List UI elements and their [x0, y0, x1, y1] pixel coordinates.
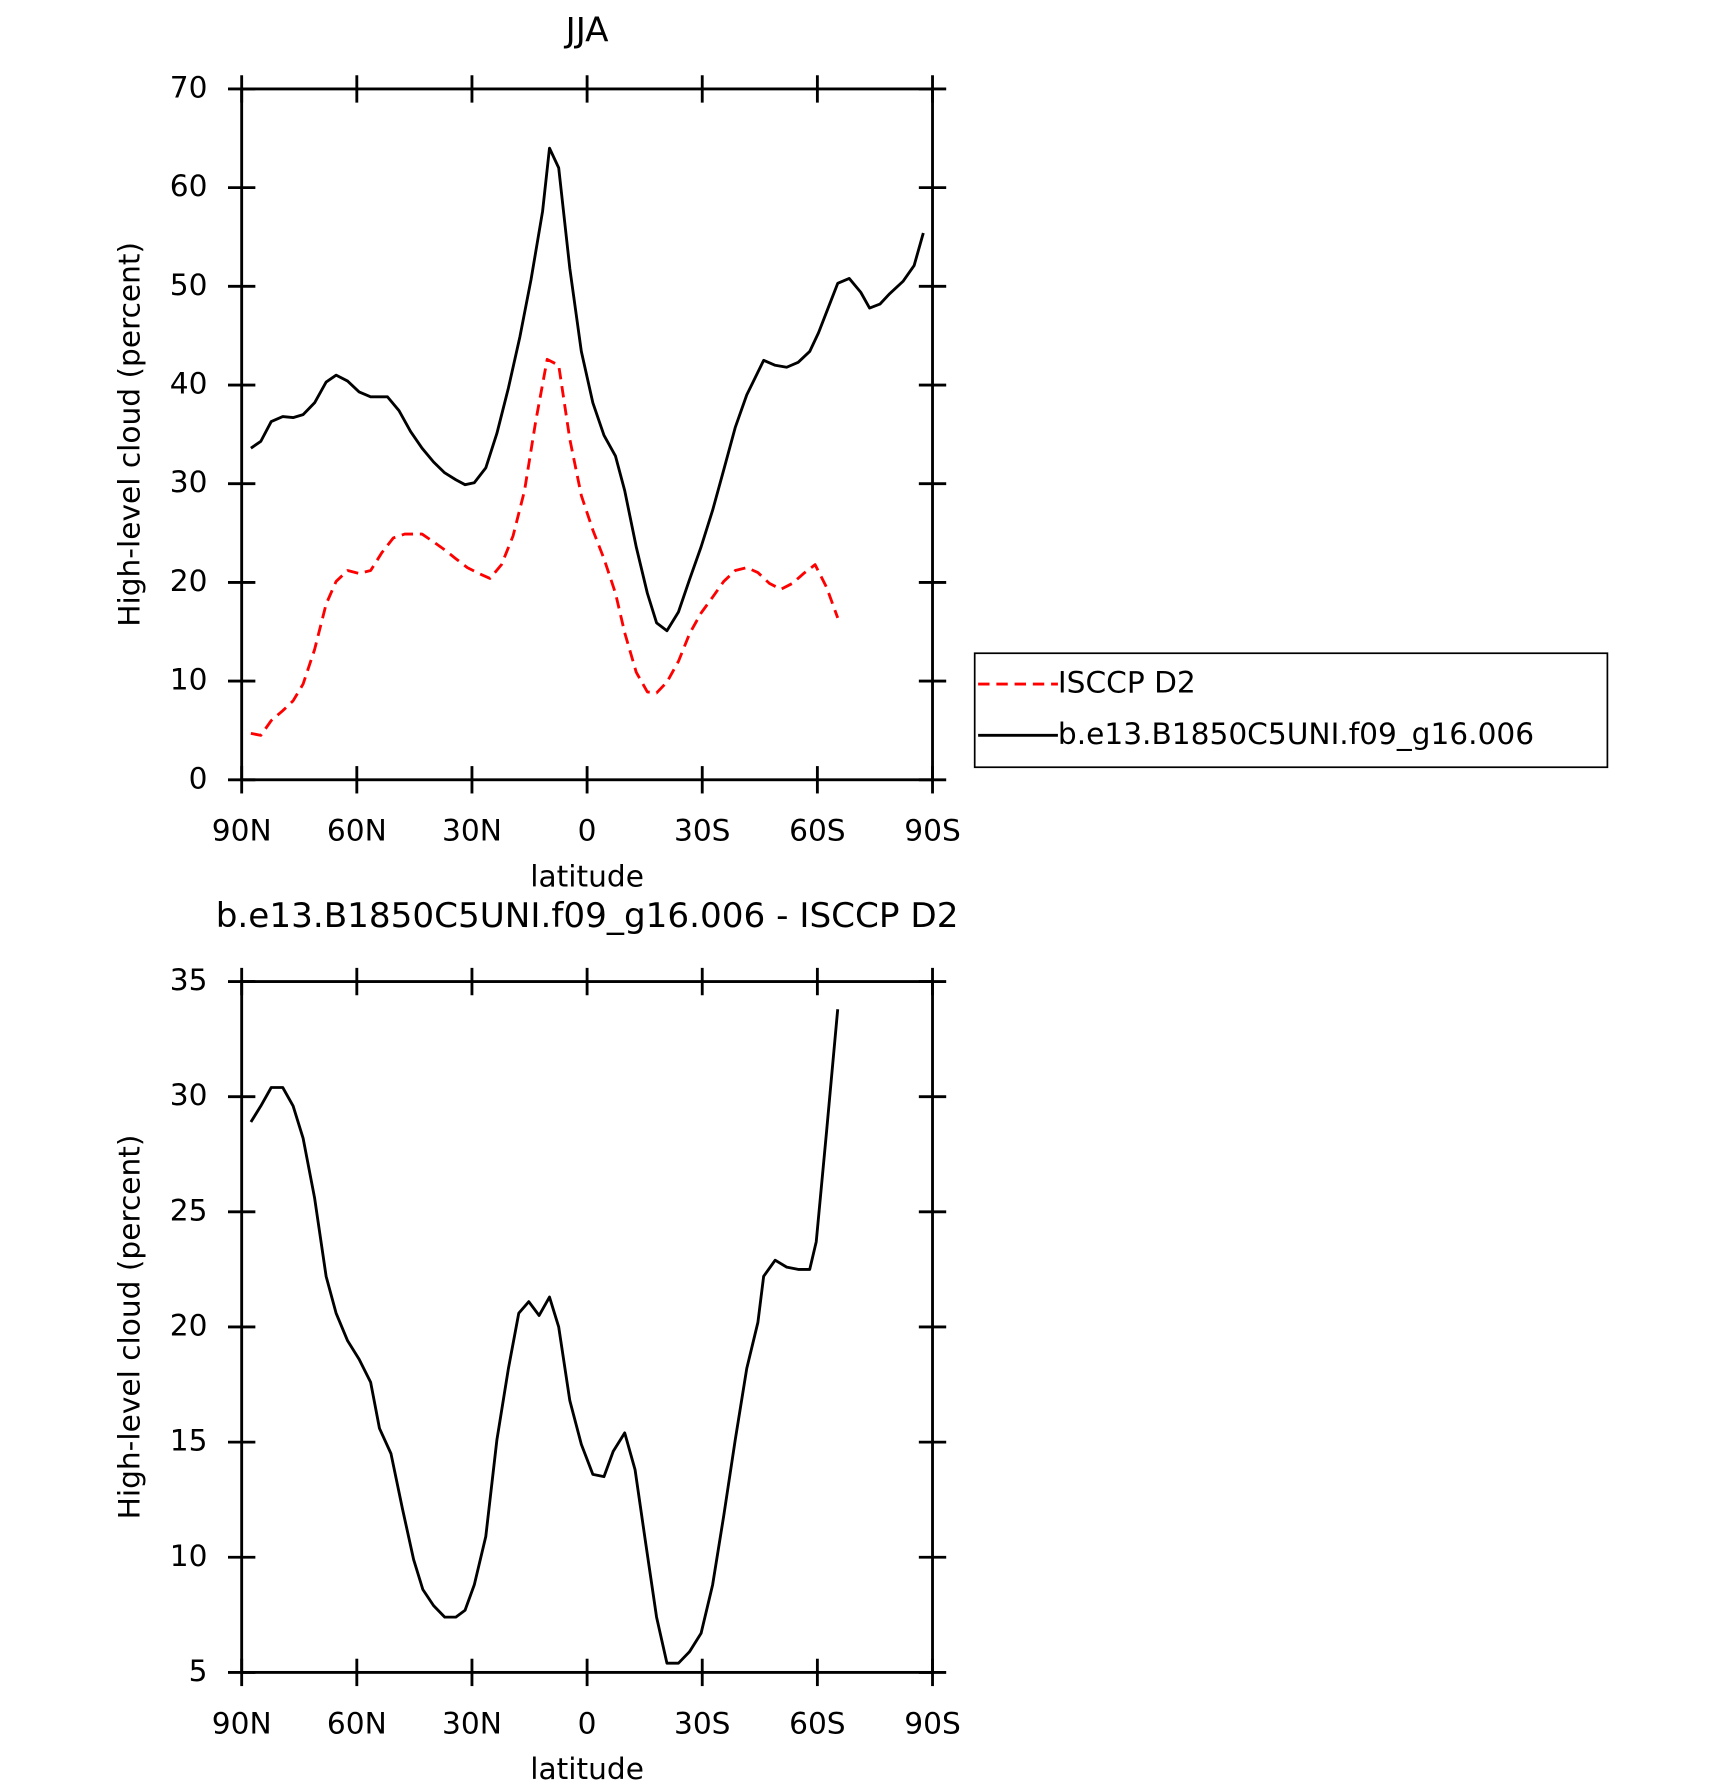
- x-tick-label: 90S: [904, 813, 961, 848]
- y-tick-label: 30: [170, 1077, 208, 1112]
- x-tick-label: 30N: [442, 813, 502, 848]
- y-tick-label: 40: [170, 366, 208, 401]
- x-tick-label: 90N: [212, 813, 272, 848]
- legend-label: ISCCP D2: [1058, 665, 1196, 700]
- data-line: [250, 357, 840, 737]
- y-tick-label: 20: [170, 563, 208, 598]
- x-tick-label: 60N: [327, 813, 387, 848]
- plot-frame: [240, 87, 934, 782]
- y-tick-label: 5: [189, 1653, 208, 1688]
- x-tick-label: 0: [578, 1705, 597, 1740]
- y-tick-label: 10: [170, 662, 208, 697]
- x-tick-label: 90S: [904, 1705, 961, 1740]
- legend-label: b.e13.B1850C5UNI.f09_g16.006: [1058, 716, 1534, 751]
- x-tick-label: 60S: [789, 813, 846, 848]
- y-axis-label: High-level cloud (percent): [112, 242, 147, 627]
- x-tick-label: 30S: [674, 813, 731, 848]
- legend-box: [973, 652, 1609, 769]
- x-tick-label: 30N: [442, 1705, 502, 1740]
- x-axis-label: latitude: [530, 1751, 644, 1783]
- chart-title: JJA: [564, 10, 610, 50]
- x-tick-label: 60N: [327, 1705, 387, 1740]
- y-tick-label: 25: [170, 1192, 208, 1227]
- y-tick-label: 35: [170, 962, 208, 997]
- y-tick-label: 70: [170, 69, 208, 104]
- y-tick-label: 20: [170, 1307, 208, 1342]
- data-line: [249, 1009, 840, 1665]
- x-axis-label: latitude: [530, 858, 644, 893]
- y-tick-label: 10: [170, 1538, 208, 1573]
- plot-frame: [240, 980, 934, 1674]
- y-tick-label: 50: [170, 267, 208, 302]
- y-axis-label: High-level cloud (percent): [112, 1135, 147, 1520]
- data-line: [250, 146, 925, 633]
- y-tick-label: 0: [189, 760, 208, 795]
- x-tick-label: 60S: [789, 1705, 846, 1740]
- x-tick-label: 0: [578, 813, 597, 848]
- x-tick-label: 90N: [212, 1705, 272, 1740]
- x-tick-label: 30S: [674, 1705, 731, 1740]
- y-tick-label: 30: [170, 464, 208, 499]
- y-tick-label: 15: [170, 1423, 208, 1458]
- chart-title: b.e13.B1850C5UNI.f09_g16.006 - ISCCP D2: [216, 896, 959, 936]
- y-tick-label: 60: [170, 168, 208, 203]
